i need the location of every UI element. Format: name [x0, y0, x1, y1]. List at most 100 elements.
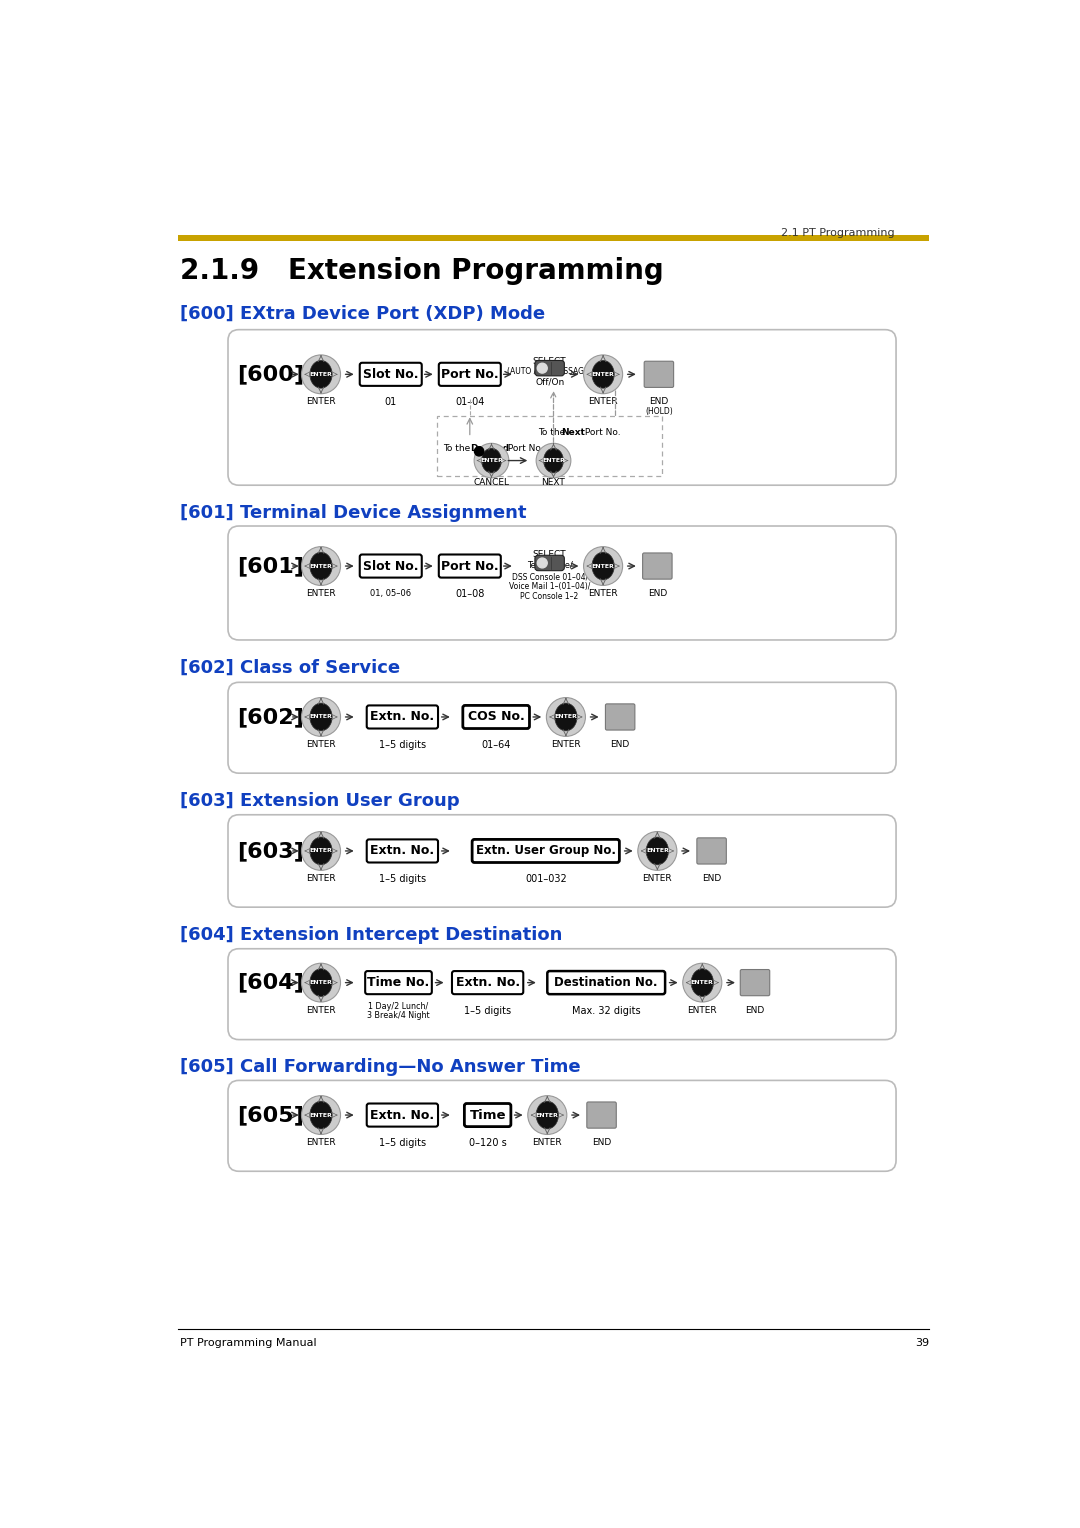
Text: 1–5 digits: 1–5 digits: [464, 1005, 511, 1016]
Text: Port No.: Port No.: [441, 368, 499, 380]
FancyBboxPatch shape: [643, 553, 672, 579]
Text: Max. 32 digits: Max. 32 digits: [572, 1005, 640, 1016]
Text: [602]: [602]: [238, 707, 305, 727]
FancyBboxPatch shape: [360, 555, 422, 578]
Text: 001–032: 001–032: [525, 874, 567, 885]
Ellipse shape: [301, 547, 340, 585]
Text: END: END: [610, 740, 630, 749]
Text: Time No.: Time No.: [367, 976, 430, 989]
Text: ENTER: ENTER: [310, 848, 333, 854]
Text: ENTER: ENTER: [551, 740, 581, 749]
Ellipse shape: [592, 552, 615, 581]
FancyBboxPatch shape: [463, 706, 529, 729]
FancyBboxPatch shape: [548, 972, 665, 995]
Text: DSS Console 01–04/: DSS Console 01–04/: [512, 571, 588, 581]
FancyBboxPatch shape: [697, 837, 727, 863]
Text: SELECT: SELECT: [532, 550, 566, 559]
Text: Extn. User Group No.: Extn. User Group No.: [476, 845, 616, 857]
Text: ENTER: ENTER: [592, 371, 615, 377]
FancyBboxPatch shape: [644, 361, 674, 388]
Text: Time: Time: [470, 1108, 505, 1122]
Text: Port No.: Port No.: [505, 443, 544, 452]
FancyBboxPatch shape: [367, 1103, 438, 1126]
Text: NEXT: NEXT: [542, 478, 565, 487]
Circle shape: [474, 446, 484, 455]
Text: ENTER: ENTER: [481, 458, 503, 463]
Circle shape: [538, 364, 548, 373]
Text: ENTER: ENTER: [688, 1005, 717, 1015]
Text: Voice Mail 1–(01–04)/: Voice Mail 1–(01–04)/: [509, 582, 591, 591]
Text: [604]: [604]: [238, 973, 305, 993]
Text: PC Console 1–2: PC Console 1–2: [521, 593, 579, 601]
Text: ENTER: ENTER: [589, 397, 618, 406]
Text: Telephone/: Telephone/: [527, 561, 572, 570]
Text: 1–5 digits: 1–5 digits: [379, 740, 426, 750]
Text: ENTER: ENTER: [310, 1112, 333, 1117]
Ellipse shape: [474, 443, 509, 478]
Text: 2.1 PT Programming: 2.1 PT Programming: [781, 228, 894, 238]
Text: To the: To the: [444, 443, 473, 452]
FancyBboxPatch shape: [228, 1080, 896, 1172]
FancyBboxPatch shape: [360, 362, 422, 387]
Text: ENTER: ENTER: [646, 848, 669, 854]
Text: [604] Extension Intercept Destination: [604] Extension Intercept Destination: [180, 926, 563, 944]
Ellipse shape: [301, 698, 340, 736]
Text: ENTER: ENTER: [532, 1138, 562, 1148]
Ellipse shape: [583, 547, 623, 585]
Text: 01–04: 01–04: [455, 397, 485, 408]
Text: 1–5 digits: 1–5 digits: [379, 874, 426, 885]
Ellipse shape: [528, 1096, 567, 1134]
FancyBboxPatch shape: [228, 683, 896, 773]
Text: 01: 01: [384, 397, 396, 408]
Text: Slot No.: Slot No.: [363, 368, 419, 380]
Text: 2.1.9   Extension Programming: 2.1.9 Extension Programming: [180, 257, 664, 284]
Ellipse shape: [310, 552, 333, 581]
Circle shape: [538, 558, 548, 568]
Ellipse shape: [583, 354, 623, 394]
Text: PT Programming Manual: PT Programming Manual: [180, 1339, 316, 1348]
FancyBboxPatch shape: [438, 555, 501, 578]
Ellipse shape: [691, 969, 714, 996]
Text: ENTER: ENTER: [310, 715, 333, 720]
Text: END: END: [648, 590, 667, 597]
FancyBboxPatch shape: [740, 970, 770, 996]
Ellipse shape: [536, 443, 571, 478]
Text: 1–5 digits: 1–5 digits: [379, 1138, 426, 1148]
FancyBboxPatch shape: [367, 706, 438, 729]
FancyBboxPatch shape: [464, 1103, 511, 1126]
Text: (AUTO ANS/MESSAGE): (AUTO ANS/MESSAGE): [508, 367, 592, 376]
Text: [600]: [600]: [238, 364, 305, 385]
Text: Port No.: Port No.: [441, 559, 499, 573]
Text: ENTER: ENTER: [307, 590, 336, 597]
FancyBboxPatch shape: [228, 949, 896, 1039]
FancyBboxPatch shape: [535, 555, 565, 570]
Ellipse shape: [646, 837, 669, 865]
Ellipse shape: [310, 969, 333, 996]
Text: Extn. No.: Extn. No.: [370, 845, 434, 857]
Text: [600] EXtra Device Port (XDP) Mode: [600] EXtra Device Port (XDP) Mode: [180, 306, 545, 322]
Text: ENTER: ENTER: [307, 397, 336, 406]
Ellipse shape: [638, 831, 677, 871]
Text: Extn. No.: Extn. No.: [456, 976, 519, 989]
FancyBboxPatch shape: [367, 839, 438, 862]
Text: ENTER: ENTER: [307, 1138, 336, 1148]
Text: END: END: [745, 1005, 765, 1015]
Text: ENTER: ENTER: [589, 590, 618, 597]
Text: ENTER: ENTER: [536, 1112, 558, 1117]
Text: ENTER: ENTER: [310, 371, 333, 377]
Ellipse shape: [310, 1102, 333, 1129]
Ellipse shape: [301, 1096, 340, 1134]
Text: [601]: [601]: [238, 556, 305, 576]
FancyBboxPatch shape: [228, 330, 896, 486]
Text: SELECT: SELECT: [532, 356, 566, 365]
FancyBboxPatch shape: [438, 362, 501, 387]
Text: Extn. No.: Extn. No.: [370, 1108, 434, 1122]
Ellipse shape: [301, 354, 340, 394]
FancyBboxPatch shape: [437, 416, 662, 475]
FancyBboxPatch shape: [228, 526, 896, 640]
Text: ENTER: ENTER: [554, 715, 578, 720]
Text: Next: Next: [562, 428, 585, 437]
Text: Destination No.: Destination No.: [554, 976, 658, 989]
Text: COS No.: COS No.: [468, 711, 525, 723]
Text: (HOLD): (HOLD): [645, 406, 673, 416]
